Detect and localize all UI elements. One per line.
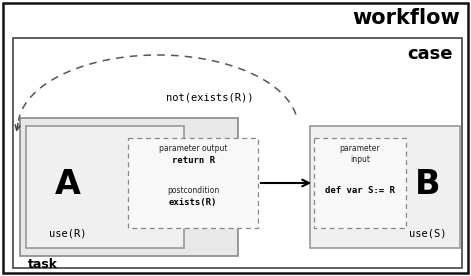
Bar	[128, 138, 258, 228]
Text: input: input	[350, 155, 370, 164]
Text: exists(R): exists(R)	[169, 198, 217, 207]
Text: postcondition: postcondition	[167, 186, 219, 195]
Text: A: A	[55, 168, 81, 200]
Text: task: task	[28, 258, 58, 271]
Text: parameter: parameter	[340, 144, 380, 153]
Text: return R: return R	[171, 156, 214, 165]
Bar	[26, 126, 184, 248]
Text: parameter output: parameter output	[159, 144, 227, 153]
Bar	[13, 38, 462, 268]
Text: def var S:= R: def var S:= R	[325, 186, 395, 195]
Text: case: case	[407, 45, 453, 63]
Text: not(exists(R)): not(exists(R))	[166, 92, 254, 102]
Bar	[310, 126, 460, 248]
Text: use(S): use(S)	[409, 229, 447, 239]
Text: workflow: workflow	[352, 8, 460, 28]
Text: use(R): use(R)	[49, 229, 87, 239]
Text: B: B	[415, 168, 441, 200]
Bar	[20, 118, 238, 256]
Bar	[314, 138, 406, 228]
